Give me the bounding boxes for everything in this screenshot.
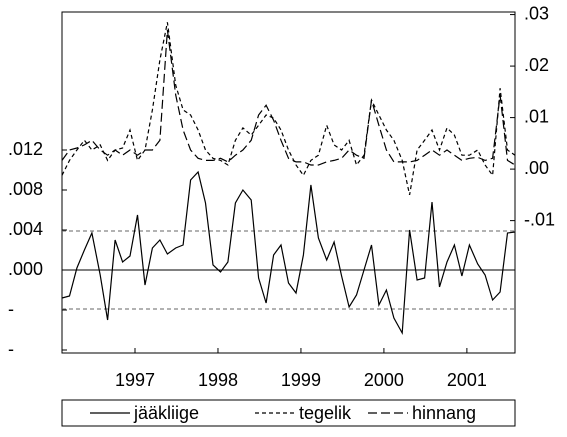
x-tick-label: 2000 <box>364 370 404 390</box>
x-tick-label: 1997 <box>115 370 155 390</box>
y-tick-label: .000 <box>8 259 43 279</box>
series-line <box>61 22 516 196</box>
y2-tick-label: .01 <box>524 106 549 126</box>
legend-label: jääkliige <box>133 403 199 423</box>
legend-label: hinnang <box>412 403 476 423</box>
legend-box <box>61 399 516 427</box>
legend-label: tegelik <box>299 403 352 423</box>
series-line <box>61 170 516 336</box>
y2-tick-label: .00 <box>524 158 549 178</box>
y-tick-label: - <box>8 299 14 319</box>
x-tick-label: 1998 <box>198 370 238 390</box>
x-tick-label: 2001 <box>447 370 487 390</box>
y-tick-label: - <box>8 339 14 359</box>
y-tick-label: .008 <box>8 179 43 199</box>
plot-frame <box>61 11 516 354</box>
x-tick-label: 1999 <box>281 370 321 390</box>
y2-tick-label: .02 <box>524 55 549 75</box>
y-tick-label: .004 <box>8 219 43 239</box>
y-tick-label: .012 <box>8 139 43 159</box>
y2-tick-label: -.01 <box>524 209 555 229</box>
series-line <box>61 29 516 166</box>
y2-tick-label: .03 <box>524 3 549 23</box>
